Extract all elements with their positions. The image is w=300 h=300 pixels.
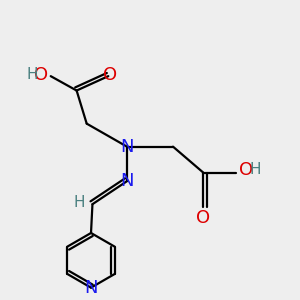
Text: N: N <box>120 138 134 156</box>
Text: N: N <box>84 279 98 297</box>
Text: O: O <box>239 161 253 179</box>
Text: H: H <box>249 162 261 177</box>
Text: H: H <box>74 195 85 210</box>
Text: O: O <box>196 208 210 226</box>
Text: O: O <box>34 66 48 84</box>
Text: O: O <box>103 66 117 84</box>
Text: H: H <box>26 67 38 82</box>
Text: N: N <box>120 172 134 190</box>
